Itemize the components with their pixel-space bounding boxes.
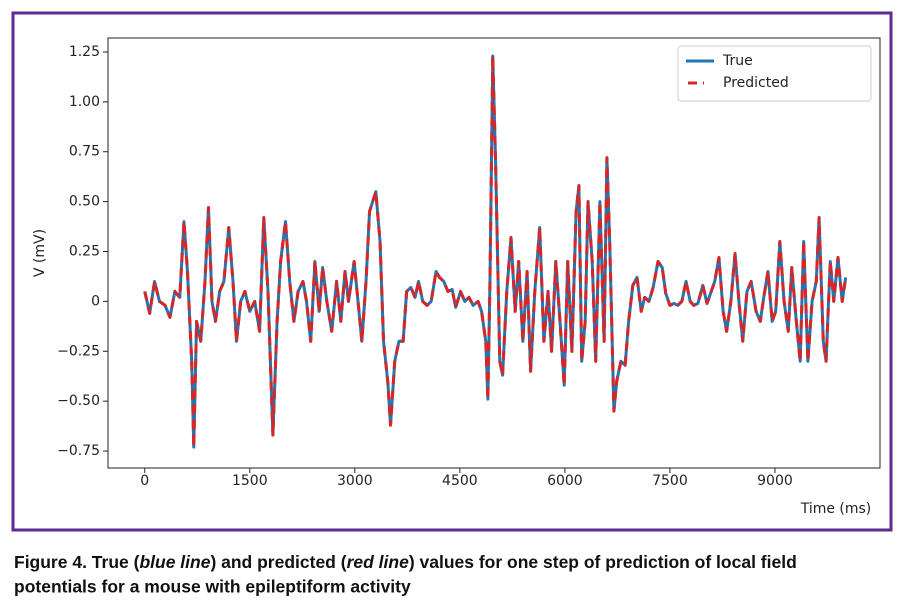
figure-border	[11, 11, 893, 532]
caption-part: ) and predicted (	[210, 552, 346, 572]
legend-label: True	[722, 53, 753, 69]
x-tick-label: 6000	[547, 473, 583, 489]
x-tick-label: 4500	[442, 473, 478, 489]
y-tick-label: −0.75	[57, 443, 100, 459]
y-tick-label: 0.25	[69, 244, 100, 260]
caption-part: blue line	[139, 552, 210, 572]
x-tick-label: 7500	[652, 473, 688, 489]
x-tick-label: 9000	[757, 473, 793, 489]
x-tick-label: 3000	[337, 473, 373, 489]
caption-part: red line	[347, 552, 410, 572]
caption-part: ) values for one step of prediction of l…	[409, 552, 797, 572]
line-series	[143, 54, 848, 449]
y-tick-label: −0.25	[57, 343, 100, 359]
caption-part: Figure 4. True (	[14, 552, 140, 572]
x-axis-label: Time (ms)	[800, 501, 872, 517]
y-tick-label: −0.50	[57, 393, 100, 409]
legend-box	[677, 45, 872, 102]
y-tick-label: 0.50	[69, 194, 100, 210]
legend-label: Predicted	[723, 75, 789, 91]
caption: Figure 4. True (blue line) and predicted…	[14, 552, 797, 572]
y-tick-label: 1.00	[69, 94, 100, 110]
x-tick-label: 0	[140, 473, 149, 489]
plot-frame	[107, 37, 881, 469]
x-tick-label: 1500	[232, 473, 268, 489]
y-tick-label: 1.25	[69, 44, 100, 60]
caption: potentials for a mouse with epileptiform…	[14, 577, 411, 597]
y-axis-label: V (mV)	[32, 229, 48, 277]
y-tick-label: 0	[91, 293, 100, 309]
y-tick-label: 0.75	[69, 144, 100, 160]
